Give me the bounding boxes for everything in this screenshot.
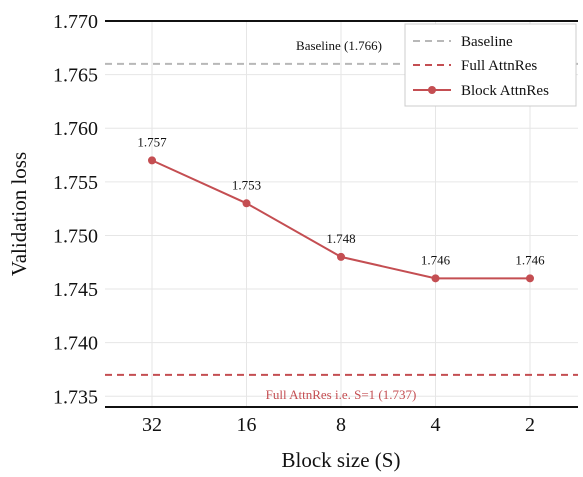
- x-tick-label: 32: [142, 414, 162, 436]
- series-block-attnres: 1.757 1.753 1.748 1.746 1.746: [137, 134, 545, 283]
- x-tick-label: 2: [525, 414, 535, 436]
- tick-labels: 1.735 1.740 1.745 1.750 1.755 1.760 1.765 1.770…: [53, 11, 535, 436]
- y-tick-label: 1.750: [53, 225, 98, 247]
- y-tick-label: 1.755: [53, 172, 98, 194]
- y-tick-label: 1.745: [53, 279, 98, 301]
- y-tick-label: 1.740: [53, 333, 98, 355]
- x-tick-label: 16: [237, 414, 257, 436]
- data-label: 1.748: [326, 231, 355, 246]
- reference-lines: Baseline (1.766) Full AttnRes i.e. S=1 (1…: [105, 38, 578, 402]
- data-point: [337, 252, 345, 261]
- data-label: 1.746: [421, 252, 451, 267]
- legend: Baseline Full AttnRes Block AttnRes: [404, 23, 577, 107]
- x-tick-label: 4: [431, 414, 441, 436]
- legend-marker: [428, 86, 436, 94]
- data-label: 1.757: [137, 134, 167, 149]
- data-point: [242, 199, 251, 208]
- data-point: [526, 274, 534, 283]
- legend-entry: Full AttnRes: [461, 58, 537, 74]
- axes: [105, 20, 578, 408]
- legend-entry: Block AttnRes: [461, 83, 549, 99]
- y-tick-label: 1.770: [53, 11, 98, 33]
- data-point: [431, 274, 440, 283]
- reference-annotation: Baseline (1.766): [296, 38, 382, 53]
- legend-entry: Baseline: [461, 34, 513, 50]
- x-axis-title: Block size (S): [282, 448, 401, 472]
- y-tick-label: 1.760: [53, 118, 98, 140]
- y-tick-label: 1.735: [53, 386, 98, 408]
- y-axis-title: Validation loss: [7, 152, 31, 276]
- data-label: 1.753: [232, 177, 261, 192]
- y-tick-label: 1.765: [53, 65, 98, 87]
- data-point: [148, 156, 156, 165]
- x-tick-label: 8: [336, 414, 346, 436]
- data-label: 1.746: [515, 252, 545, 267]
- reference-annotation: Full AttnRes i.e. S=1 (1.737): [266, 387, 417, 402]
